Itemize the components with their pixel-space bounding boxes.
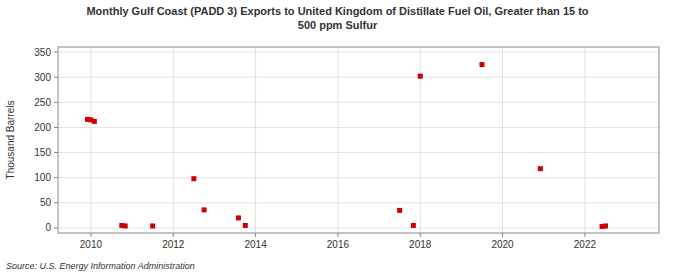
y-tick-label: 50: [40, 197, 52, 208]
data-point: [397, 208, 402, 213]
x-grid-line: [584, 47, 585, 233]
y-tick: [54, 227, 58, 228]
y-tick-label: 100: [34, 172, 51, 183]
chart-svg: Monthly Gulf Coast (PADD 3) Exports to U…: [0, 0, 675, 275]
points: [85, 62, 608, 229]
data-point: [418, 74, 423, 79]
y-grid-line: [58, 77, 659, 78]
y-tick-label: 200: [34, 122, 51, 133]
x-tick-label: 2020: [491, 239, 514, 250]
y-grid-line: [58, 52, 659, 53]
data-point: [236, 215, 241, 220]
y-grid-line: [58, 177, 659, 178]
x-tick: [255, 233, 256, 237]
x-tick-label: 2016: [327, 239, 350, 250]
x-tick-label: 2018: [409, 239, 432, 250]
y-tick: [54, 77, 58, 78]
source-note: Source: U.S. Energy Information Administ…: [6, 261, 195, 271]
y-tick-label: 350: [34, 47, 51, 58]
x-tick: [420, 233, 421, 237]
data-point: [479, 62, 484, 67]
x-grid-line: [90, 47, 91, 233]
data-point: [191, 176, 196, 181]
y-tick-label: 300: [34, 72, 51, 83]
axes: 0 50 100 150 200 250 300 350 2010 2012 2014 2016 201…: [34, 47, 659, 250]
x-grid-line: [337, 47, 338, 233]
plot-frame: [58, 47, 659, 233]
data-point: [603, 223, 608, 228]
y-tick-label: 250: [34, 97, 51, 108]
x-tick: [502, 233, 503, 237]
y-tick-label: 0: [45, 222, 51, 233]
grid: [58, 47, 659, 233]
data-point: [243, 223, 248, 228]
y-grid-line: [58, 127, 659, 128]
y-tick: [54, 127, 58, 128]
y-tick-label: 150: [34, 147, 51, 158]
data-point: [123, 223, 128, 228]
chart-container: Monthly Gulf Coast (PADD 3) Exports to U…: [0, 0, 675, 275]
x-tick: [337, 233, 338, 237]
x-tick-label: 2012: [162, 239, 185, 250]
x-grid-line: [255, 47, 256, 233]
x-tick-label: 2014: [244, 239, 267, 250]
y-grid-line: [58, 202, 659, 203]
y-axis-label: Thousand Barrels: [5, 101, 16, 180]
x-tick-label: 2022: [574, 239, 597, 250]
y-tick: [54, 202, 58, 203]
x-tick: [584, 233, 585, 237]
y-grid-line: [58, 102, 659, 103]
y-tick: [54, 102, 58, 103]
chart-title: Monthly Gulf Coast (PADD 3) Exports to U…: [86, 5, 588, 31]
y-tick: [54, 52, 58, 53]
x-tick: [90, 233, 91, 237]
y-tick: [54, 152, 58, 153]
y-grid-line: [58, 152, 659, 153]
data-point: [202, 207, 207, 212]
data-point: [150, 223, 155, 228]
x-grid-line: [173, 47, 174, 233]
y-tick: [54, 177, 58, 178]
data-point: [411, 223, 416, 228]
x-tick: [173, 233, 174, 237]
x-grid-line: [502, 47, 503, 233]
x-tick-label: 2010: [80, 239, 103, 250]
plot-area: [58, 47, 659, 233]
data-point: [538, 166, 543, 171]
y-grid-line: [58, 227, 659, 228]
data-point: [92, 119, 97, 124]
